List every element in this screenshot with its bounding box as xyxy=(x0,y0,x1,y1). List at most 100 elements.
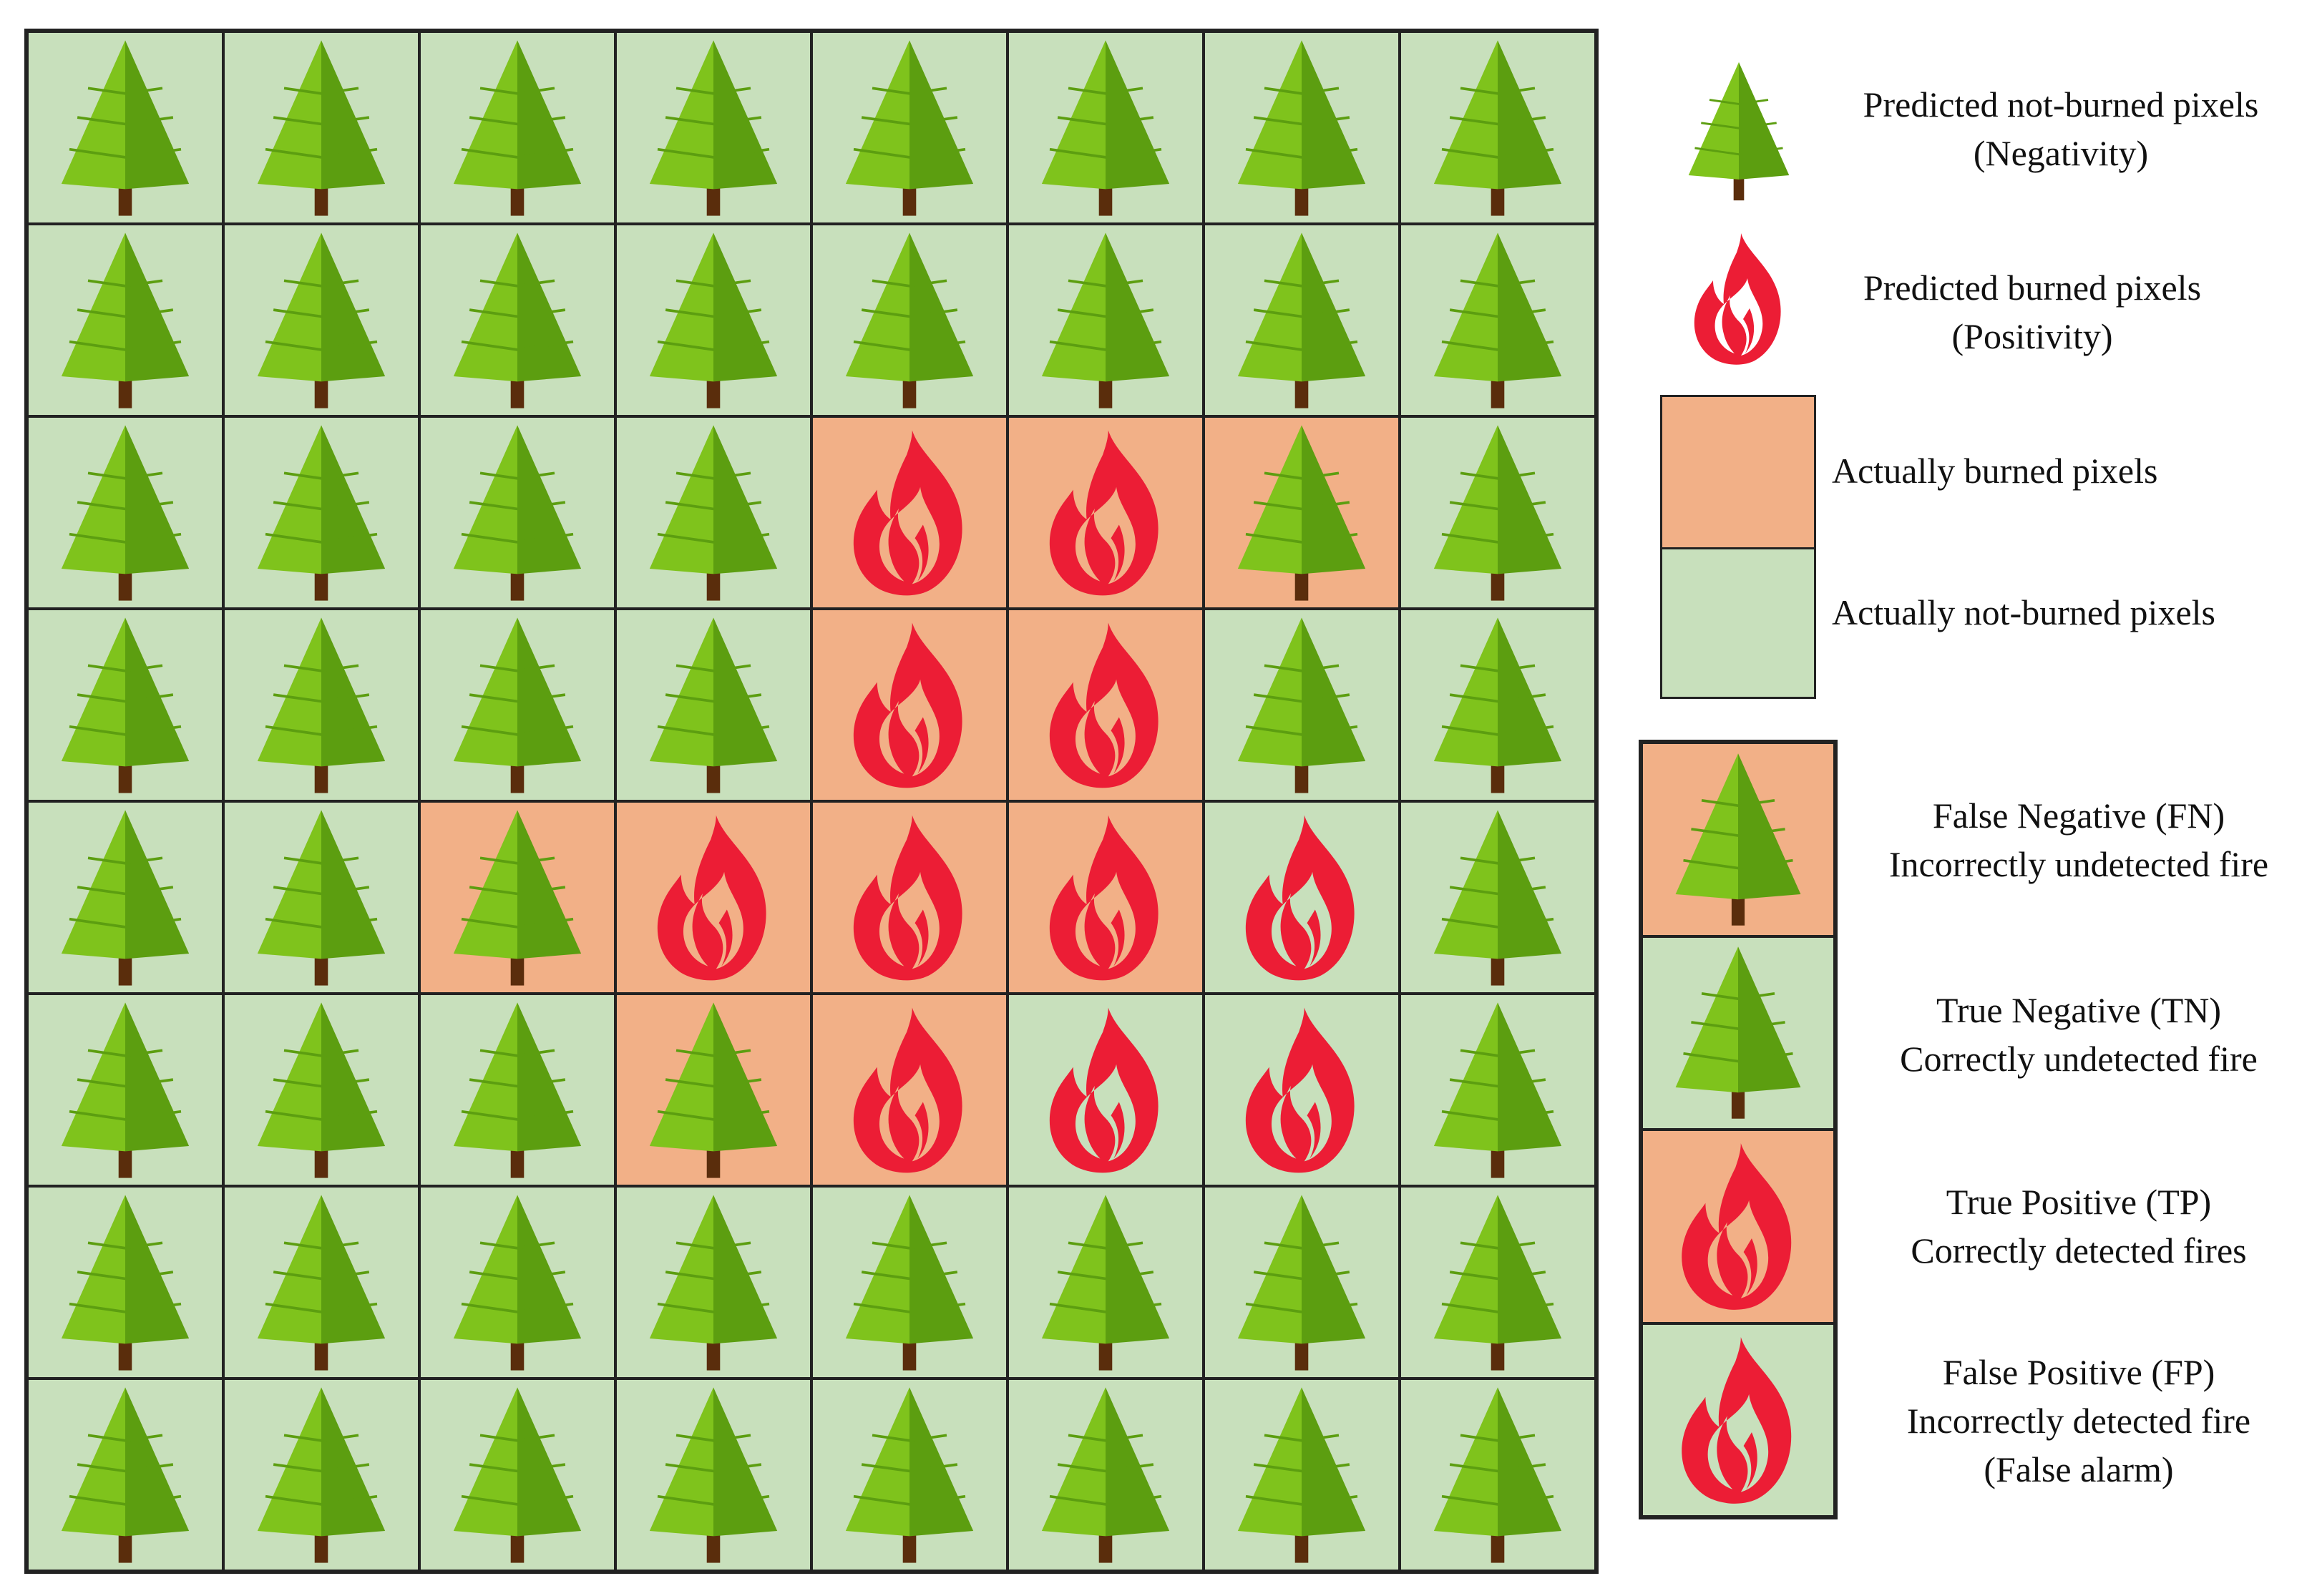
tree-icon xyxy=(449,420,585,606)
fire-icon xyxy=(1038,617,1174,793)
fn-box xyxy=(1642,743,1835,936)
not-burned-cell xyxy=(1008,994,1204,1186)
not-burned-cell xyxy=(811,1186,1008,1379)
tree-icon xyxy=(842,1190,977,1376)
tree-icon xyxy=(253,420,389,606)
legend-predicted-not-burned-line1: Predicted not-burned pixels xyxy=(1863,84,2259,124)
not-burned-cell xyxy=(1008,224,1204,416)
not-burned-cell xyxy=(1204,801,1400,994)
not-burned-cell xyxy=(27,994,223,1186)
actually-burned-swatch xyxy=(1660,395,1816,549)
legend-fp: False Positive (FP) Incorrectly detected… xyxy=(1853,1348,2304,1494)
tree-icon xyxy=(645,227,781,413)
not-burned-cell xyxy=(1400,609,1596,801)
tree-icon xyxy=(1234,227,1370,413)
legend-fp-line2: Incorrectly detected fire xyxy=(1906,1401,2251,1441)
not-burned-cell xyxy=(811,31,1008,224)
not-burned-cell xyxy=(419,31,615,224)
not-burned-cell xyxy=(615,224,811,416)
not-burned-cell xyxy=(1204,31,1400,224)
not-burned-cell xyxy=(223,1379,419,1571)
not-burned-cell xyxy=(223,994,419,1186)
tree-icon xyxy=(57,612,193,798)
not-burned-cell xyxy=(1400,994,1596,1186)
burned-cell xyxy=(1204,416,1400,609)
legend-predicted-not-burned: Predicted not-burned pixels (Negativity) xyxy=(1832,80,2290,177)
fire-icon xyxy=(1234,810,1370,985)
burned-cell xyxy=(811,416,1008,609)
tree-icon xyxy=(449,35,585,221)
legend-tp-line2: Correctly detected fires xyxy=(1911,1230,2247,1271)
burned-cell xyxy=(615,801,811,994)
legend-tp-line1: True Positive (TP) xyxy=(1946,1182,2212,1222)
not-burned-cell xyxy=(419,1379,615,1571)
legend-tp: True Positive (TP) Correctly detected fi… xyxy=(1853,1178,2304,1275)
legend-predicted-burned-line2: (Positivity) xyxy=(1951,316,2113,356)
not-burned-cell xyxy=(223,416,419,609)
tree-icon xyxy=(645,1382,781,1568)
not-burned-cell xyxy=(1204,1186,1400,1379)
legend-predicted-not-burned-line2: (Negativity) xyxy=(1973,133,2149,173)
not-burned-cell xyxy=(615,31,811,224)
tree-icon xyxy=(449,1190,585,1376)
legend-fp-line1: False Positive (FP) xyxy=(1942,1352,2215,1392)
tree-icon xyxy=(57,420,193,606)
not-burned-cell xyxy=(1008,31,1204,224)
not-burned-cell xyxy=(419,994,615,1186)
not-burned-cell xyxy=(615,1186,811,1379)
legend-actually-not-burned-label: Actually not-burned pixels xyxy=(1832,592,2215,632)
fire-icon xyxy=(842,1002,977,1178)
tree-icon xyxy=(57,805,193,991)
not-burned-cell xyxy=(1204,1379,1400,1571)
tree-icon xyxy=(449,1382,585,1568)
tree-icon xyxy=(645,1190,781,1376)
not-burned-cell xyxy=(419,224,615,416)
confusion-legend-boxes xyxy=(1639,740,1838,1519)
not-burned-cell xyxy=(223,31,419,224)
tree-icon xyxy=(1234,1190,1370,1376)
tree-icon xyxy=(1430,997,1566,1183)
not-burned-cell xyxy=(27,416,223,609)
tree-icon xyxy=(449,997,585,1183)
tree-icon xyxy=(842,1382,977,1568)
not-burned-cell xyxy=(27,1186,223,1379)
legend-predicted-burned: Predicted burned pixels (Positivity) xyxy=(1832,263,2233,361)
not-burned-cell xyxy=(419,416,615,609)
tree-icon xyxy=(1430,1190,1566,1376)
tree-icon xyxy=(842,227,977,413)
burned-cell xyxy=(811,994,1008,1186)
not-burned-cell xyxy=(1204,609,1400,801)
fire-icon xyxy=(842,617,977,793)
tree-icon xyxy=(1038,227,1174,413)
tree-icon xyxy=(1430,1382,1566,1568)
legend-tn: True Negative (TN) Correctly undetected … xyxy=(1853,986,2304,1083)
legend-fn: False Negative (FN) Incorrectly undetect… xyxy=(1853,791,2304,888)
tree-icon xyxy=(449,805,585,991)
burned-cell xyxy=(615,994,811,1186)
tree-icon xyxy=(1670,748,1806,931)
not-burned-cell xyxy=(1400,31,1596,224)
tree-icon xyxy=(1430,35,1566,221)
burned-cell xyxy=(811,609,1008,801)
not-burned-cell xyxy=(27,609,223,801)
tree-icon xyxy=(253,35,389,221)
actually-not-burned-swatch xyxy=(1660,547,1816,699)
not-burned-cell xyxy=(1400,1186,1596,1379)
not-burned-cell xyxy=(615,1379,811,1571)
burned-cell xyxy=(1008,416,1204,609)
tree-icon xyxy=(645,997,781,1183)
tree-icon xyxy=(253,227,389,413)
not-burned-cell xyxy=(1400,416,1596,609)
tree-icon xyxy=(57,1190,193,1376)
legend-fn-line1: False Negative (FN) xyxy=(1932,795,2225,836)
not-burned-cell xyxy=(27,31,223,224)
fire-icon xyxy=(1670,1137,1806,1316)
fire-icon xyxy=(1670,1331,1806,1509)
not-burned-cell xyxy=(223,1186,419,1379)
pixel-grid xyxy=(24,29,1599,1574)
tree-icon xyxy=(1234,612,1370,798)
legend-actually-burned: Actually burned pixels xyxy=(1832,446,2157,495)
fire-icon xyxy=(842,810,977,985)
tree-icon xyxy=(1038,1382,1174,1568)
not-burned-cell xyxy=(27,801,223,994)
